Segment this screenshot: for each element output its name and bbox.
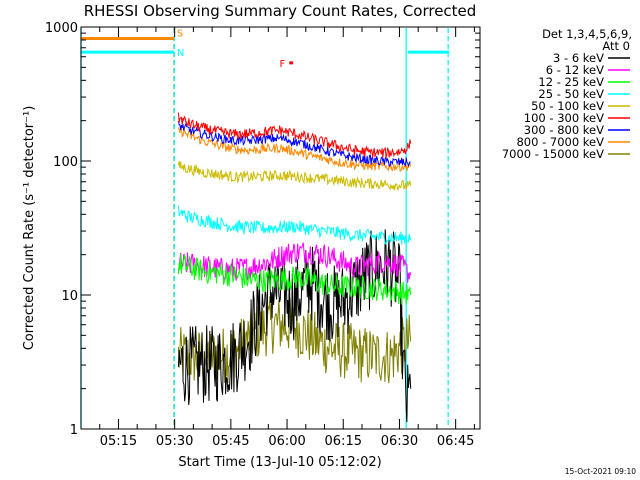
legend-label-0: 3 - 6 keV bbox=[553, 51, 604, 65]
series-line-3 bbox=[177, 205, 412, 245]
legend-label-7: 800 - 7000 keV bbox=[516, 135, 604, 149]
series-line-2 bbox=[177, 253, 412, 305]
legend-label-1: 6 - 12 keV bbox=[546, 63, 604, 77]
series-line-5 bbox=[177, 112, 412, 158]
x-axis-label: Start Time (13-Jul-10 05:12:02) bbox=[178, 455, 381, 470]
chart-title: RHESSI Observing Summary Count Rates, Co… bbox=[84, 2, 477, 20]
flag-label-s: S bbox=[177, 29, 183, 40]
flag-label-n: N bbox=[177, 48, 184, 59]
legend-label-4: 50 - 100 keV bbox=[531, 99, 604, 113]
legend-header-line1: Det 1,3,4,5,6,9, bbox=[542, 27, 632, 41]
legend-label-8: 7000 - 15000 keV bbox=[502, 147, 604, 161]
y-tick-label-3: 1000 bbox=[45, 21, 78, 36]
timestamp: 15-Oct-2021 09:10 bbox=[565, 467, 636, 476]
x-tick-label-0: 05:15 bbox=[100, 434, 137, 449]
x-tick-label-2: 05:45 bbox=[212, 434, 249, 449]
y-tick-label-1: 10 bbox=[61, 289, 78, 304]
legend-header-line2: Att 0 bbox=[602, 39, 630, 53]
series-line-1 bbox=[177, 242, 412, 284]
legend-label-3: 25 - 50 keV bbox=[538, 87, 604, 101]
plot-frame bbox=[80, 26, 481, 430]
series-line-4 bbox=[177, 161, 412, 191]
flag-label-f: F bbox=[280, 59, 286, 70]
y-axis-label: Corrected Count Rate (s⁻¹ detector⁻¹) bbox=[22, 106, 37, 351]
series-line-7 bbox=[177, 125, 412, 172]
legend-label-6: 300 - 800 keV bbox=[524, 123, 604, 137]
x-tick-label-4: 06:15 bbox=[325, 434, 362, 449]
x-tick-label-6: 06:45 bbox=[437, 434, 474, 449]
x-tick-label-1: 05:30 bbox=[156, 434, 193, 449]
legend-label-5: 100 - 300 keV bbox=[524, 111, 604, 125]
series-line-0 bbox=[177, 229, 412, 423]
x-tick-label-3: 06:00 bbox=[268, 434, 305, 449]
y-tick-label-2: 100 bbox=[53, 155, 78, 170]
x-tick-label-5: 06:30 bbox=[381, 434, 418, 449]
legend-label-2: 12 - 25 keV bbox=[538, 75, 604, 89]
y-tick-label-0: 1 bbox=[70, 423, 78, 438]
